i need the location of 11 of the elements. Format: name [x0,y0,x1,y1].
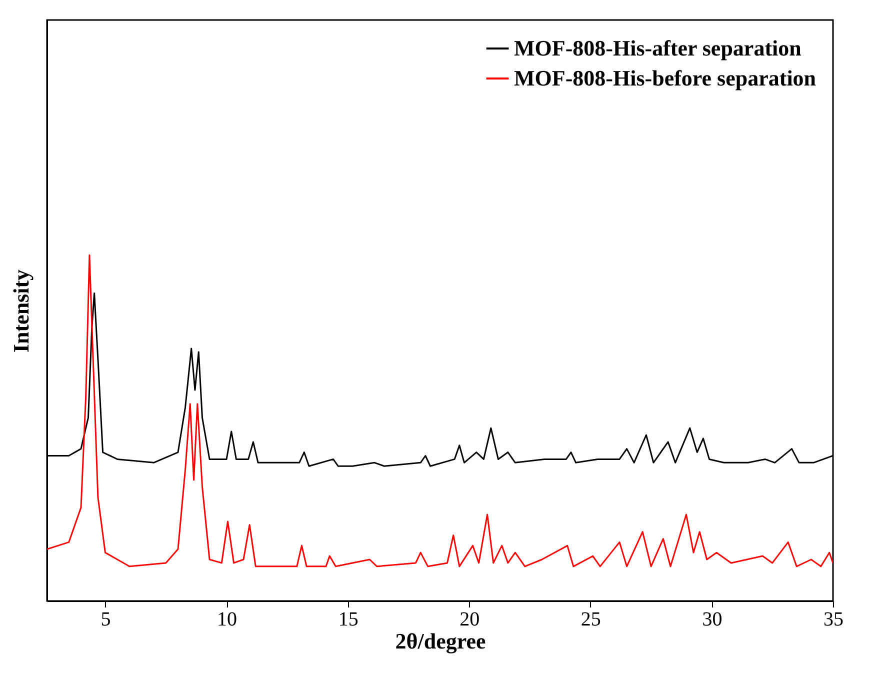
x-tick-label: 20 [460,608,480,630]
legend-label: MOF-808-His-before separation [514,66,816,90]
x-tick-label: 10 [217,608,238,630]
x-tick-label: 25 [580,608,601,630]
x-tick-label: 35 [824,608,844,630]
y-axis-title: Intensity [8,269,34,353]
legend-label: MOF-808-His-after separation [514,36,802,60]
x-tick-label: 15 [338,608,358,630]
x-axis-title: 2θ/degree [395,628,486,654]
x-tick-label: 30 [702,608,722,630]
x-tick-label: 5 [100,608,111,630]
